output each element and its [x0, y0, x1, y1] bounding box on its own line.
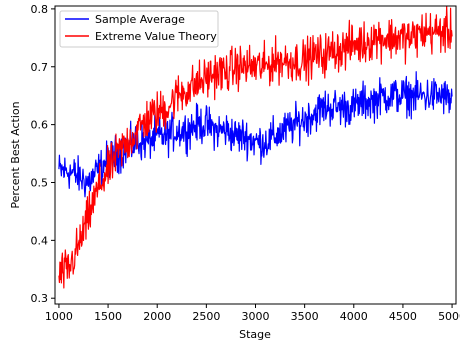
y-axis: 0.3 0.4 0.5 0.6 0.7 0.8 [31, 3, 55, 305]
y-tick-label: 0.8 [31, 3, 49, 16]
y-tick-label: 0.7 [31, 61, 49, 74]
x-axis-label: Stage [239, 328, 271, 341]
legend-label: Sample Average [95, 13, 185, 26]
y-tick-label: 0.3 [31, 292, 49, 305]
y-tick-label: 0.5 [31, 176, 49, 189]
x-tick-label: 2000 [143, 310, 171, 323]
x-tick-label: 1000 [45, 310, 73, 323]
y-axis-label: Percent Best Action [9, 101, 22, 208]
x-tick-label: 3500 [291, 310, 319, 323]
legend: Sample Average Extreme Value Theory [59, 10, 219, 48]
x-tick-label: 4500 [389, 310, 417, 323]
x-tick-label: 3000 [242, 310, 270, 323]
x-tick-label: 4000 [340, 310, 368, 323]
y-tick-label: 0.6 [31, 119, 49, 132]
legend-label: Extreme Value Theory [95, 30, 217, 43]
series-line-1 [58, 5, 453, 289]
x-tick-label: 1500 [94, 310, 122, 323]
legend-box [59, 10, 219, 48]
series-layer [58, 5, 453, 289]
x-tick-label: 2500 [192, 310, 220, 323]
y-tick-label: 0.4 [31, 234, 49, 247]
